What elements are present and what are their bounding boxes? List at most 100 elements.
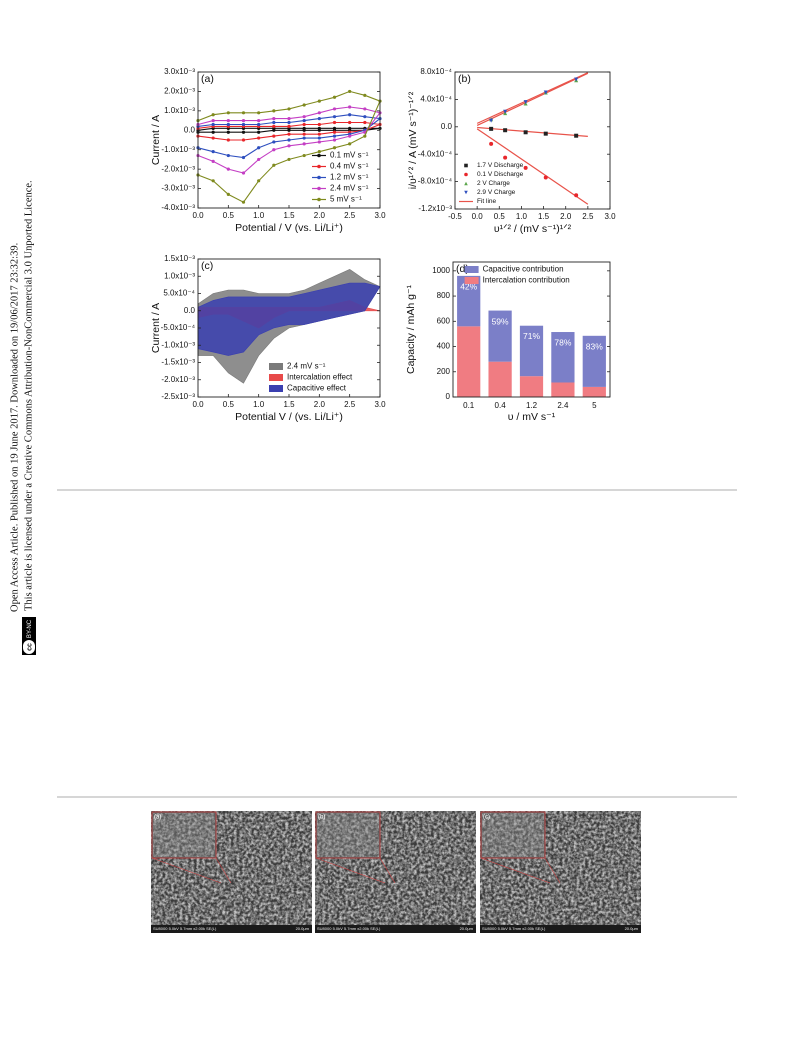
legend-swatch [317,197,321,202]
y-tick-label: 0 [446,392,451,401]
marker [211,122,215,127]
marker [543,131,548,136]
marker [287,107,291,111]
bar [519,376,544,397]
marker [241,200,246,204]
marker [257,122,261,127]
marker [272,120,276,125]
sem-zoom-line [151,857,222,884]
marker [348,134,352,138]
legend-label: 2 V Charge [477,180,510,187]
marker [302,103,306,107]
legend-label: 2.4 mV s⁻¹ [287,362,326,371]
x-tick-label: 2.0 [560,212,572,221]
y-tick-label: -5.0x10⁻⁴ [161,323,196,332]
legend-swatch [464,190,468,195]
marker [302,128,306,132]
bar-label: 83% [586,342,603,352]
y-tick-label: 4.0x10⁻⁴ [420,95,452,104]
x-tick-label: 0.0 [192,211,204,220]
marker [272,117,276,121]
marker [302,122,306,127]
bar [582,386,606,397]
y-tick-label: 400 [437,342,451,351]
legend-label: Capacitive contribution [483,265,564,274]
y-tick-label: 200 [437,367,451,376]
marker [211,113,215,117]
sem-info-bar [480,925,641,933]
marker [257,130,261,134]
marker [226,167,230,171]
marker [287,157,291,162]
sidebar-line-1: Open Access Article. Published on 19 Jun… [9,243,20,612]
legend-label: 0.1 mV s⁻¹ [330,151,369,160]
x-axis-label: Potential / V (vs. Li/Li⁺) [235,222,343,234]
x-axis-label: υ¹ᐟ² / (mV s⁻¹)¹ᐟ² [494,223,572,235]
marker [287,144,291,148]
y-tick-label: 1.5x10⁻³ [164,254,195,263]
sem-inset-texture [317,813,379,857]
panel-label: (b) [458,73,471,85]
marker [272,148,276,152]
marker [241,111,246,115]
marker [574,193,579,198]
marker [257,157,261,162]
y-tick-label: -1.0x10⁻³ [161,340,195,349]
marker [257,136,261,140]
marker [348,89,352,94]
sem-zoom-line [215,857,232,884]
marker [543,90,548,95]
x-tick-label: 0.4 [495,401,507,410]
x-tick-label: 0.5 [223,211,235,220]
marker [287,128,291,132]
marker [332,95,337,99]
x-tick-label: 3.0 [374,211,386,220]
bar [457,326,481,397]
y-tick-label: -2.0x10⁻³ [161,164,195,173]
marker [257,146,261,150]
y-axis-label: Capacity / mAh g⁻¹ [405,285,417,374]
legend-swatch [464,172,468,177]
x-tick-label: 2.5 [344,400,356,409]
panel-label: (c) [201,260,213,272]
marker [287,117,291,121]
y-axis-label: Current / A [150,303,162,353]
bar-label: 78% [554,338,571,348]
legend-label: 5 mV s⁻¹ [330,195,362,204]
marker [489,118,494,123]
fit-line [476,72,589,126]
x-tick-label: 0.0 [472,212,484,221]
marker [302,118,306,123]
sem-zoom-line [544,857,561,884]
legend-swatch [317,164,321,169]
y-tick-label: 8.0x10⁻⁴ [420,67,452,76]
marker [272,140,276,144]
y-tick-label: -1.2x10⁻³ [418,204,452,213]
marker [523,130,528,135]
x-tick-label: 2.5 [582,212,594,221]
sem-figure: (a) SU8000 5.0kV 5.7mm x2.00k SE(L) 20.0μm… [151,811,641,933]
marker [489,141,494,146]
legend-label: Intercalation effect [287,373,353,382]
bar-label: 42% [460,281,477,291]
plot-frame [454,71,611,210]
legend-swatch [464,277,479,284]
marker [317,128,321,132]
y-tick-label: 5.0x10⁻⁴ [163,289,195,298]
marker [241,122,246,127]
x-tick-label: 1.0 [516,212,528,221]
marker [317,122,321,127]
marker [211,136,215,140]
marker [241,171,246,175]
sem-info-bar [151,925,312,933]
cc-badge-circle [23,640,35,654]
legend-label: 2.9 V Charge [477,189,516,196]
marker [489,126,494,131]
x-tick-label: 0.5 [223,400,235,409]
bar [551,382,575,397]
x-axis-label: Potential V / (vs. Li/Li⁺) [235,411,343,423]
sem-scale: 20.0μm [460,926,474,931]
marker [363,134,367,138]
